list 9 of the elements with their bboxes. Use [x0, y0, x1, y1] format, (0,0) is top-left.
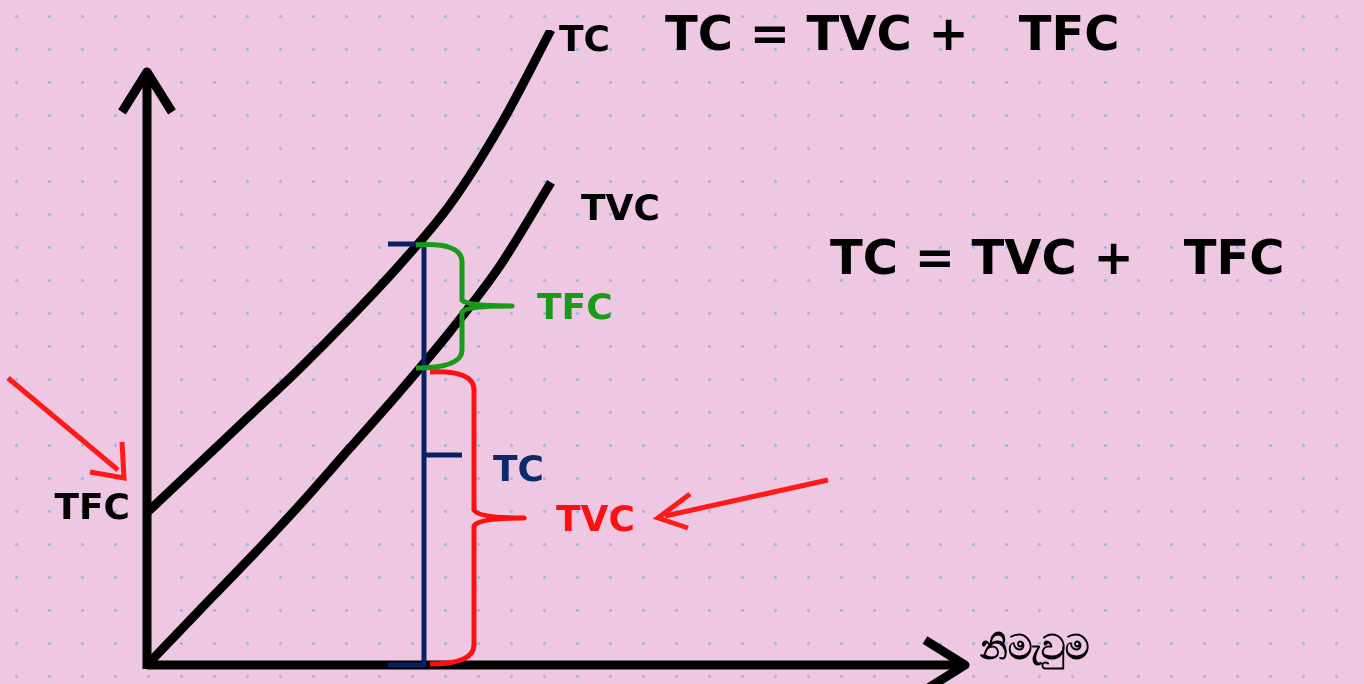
series-label: TC — [559, 18, 610, 60]
annotation: TC — [493, 448, 544, 490]
series-label: TVC — [581, 186, 660, 228]
annotation: TFC — [54, 486, 130, 528]
text: TC = TVC + TFC — [830, 229, 1285, 286]
text: TC = TVC + TFC — [665, 5, 1120, 62]
annotation: TFC — [537, 286, 613, 328]
text: නිමැවුම — [980, 626, 1089, 670]
annotation: TVC — [556, 498, 635, 540]
